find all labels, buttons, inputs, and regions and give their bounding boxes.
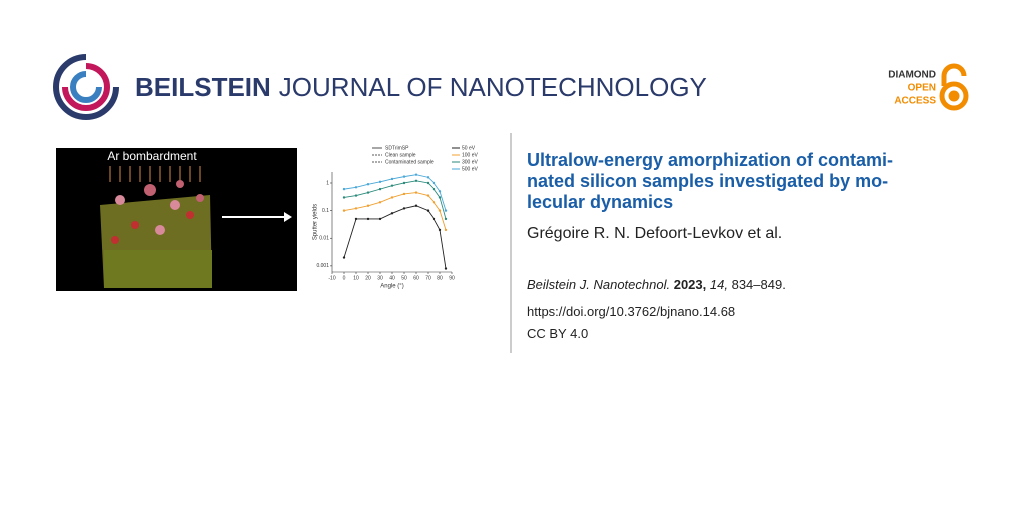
data-point (366, 217, 370, 221)
data-point (444, 217, 448, 221)
x-tick-label: 80 (437, 275, 443, 281)
data-point (390, 177, 394, 181)
data-point (426, 209, 430, 212)
badge-open: OPEN (908, 83, 936, 94)
data-point (432, 181, 436, 185)
citation-journal: Beilstein J. Nanotechnol. (527, 277, 671, 292)
x-tick-label: 70 (425, 275, 431, 281)
journal-logo (53, 54, 119, 120)
data-point (366, 183, 370, 186)
legend-style-label: SDTrimSP (385, 145, 409, 151)
y-axis-label: Sputter yields (313, 204, 319, 240)
legend-style-label: Clean sample (385, 152, 416, 158)
data-point (426, 194, 430, 197)
x-tick-label: 20 (365, 275, 371, 281)
x-axis-label: Angle (°) (380, 284, 403, 290)
article-title: Ultralow-energy amorphization of contami… (527, 150, 893, 213)
data-point (378, 187, 382, 191)
legend-label: 500 eV (462, 166, 479, 172)
journal-name: BEILSTEIN JOURNAL OF NANOTECHNOLOGY (135, 72, 707, 102)
badge-diamond: DIAMOND (888, 70, 936, 81)
x-tick-label: 0 (343, 275, 346, 281)
data-point (342, 256, 346, 259)
legend-label: 100 eV (462, 152, 479, 158)
badge-access: ACCESS (894, 96, 936, 107)
journal-bold: BEILSTEIN (135, 72, 271, 102)
title-line: Ultralow-energy amorphization of contami… (527, 150, 894, 170)
data-point (432, 217, 436, 221)
data-point (444, 209, 448, 212)
citation-pages: 834–849. (731, 277, 786, 292)
data-point (444, 267, 448, 270)
data-point (432, 187, 436, 191)
title-line: lecular dynamics (527, 192, 674, 212)
silicon-lattice (100, 180, 212, 288)
series-line (343, 205, 447, 269)
data-point (426, 181, 430, 185)
data-point (378, 180, 382, 184)
data-point (390, 196, 394, 199)
data-point (342, 209, 346, 212)
data-point (354, 207, 358, 210)
legend-label: 50 eV (462, 145, 476, 151)
data-point (378, 201, 382, 204)
x-tick-label: 60 (413, 275, 419, 281)
citation-year: 2023, (673, 277, 707, 292)
data-point (438, 190, 442, 193)
data-point (354, 217, 358, 221)
sputter-chart: 0.001 0.01 0.1 1 -10 0 10 20 30 40 50 60 70 80 90 Angle… (313, 145, 479, 289)
x-tick-label: 50 (401, 275, 407, 281)
x-tick-label: 10 (353, 275, 359, 281)
data-point (402, 192, 406, 196)
legend-style-label: Contaminated sample (385, 159, 434, 165)
data-point (402, 207, 406, 210)
data-point (390, 212, 394, 215)
data-point (426, 176, 430, 179)
data-point (432, 201, 436, 204)
data-point (390, 184, 394, 187)
ion-arrows (109, 166, 201, 182)
series-line (343, 174, 447, 211)
data-point (354, 194, 358, 197)
title-line: nated silicon samples investigated by mo… (527, 171, 889, 191)
y-tick-label: 0.1 (322, 208, 329, 214)
image-caption: Ar bombardment (107, 149, 197, 163)
series-line (343, 192, 447, 231)
data-point (438, 228, 442, 232)
data-point (438, 209, 442, 212)
x-tick-label: 40 (389, 275, 395, 281)
citation-volume: 14, (709, 277, 728, 292)
data-point (414, 179, 418, 183)
arrow-head (284, 212, 292, 222)
data-point (414, 191, 418, 194)
y-tick-label: 1 (326, 180, 329, 186)
doi: https://doi.org/10.3762/bjnano.14.68 (527, 304, 736, 319)
data-point (342, 196, 346, 199)
data-point (354, 186, 358, 189)
data-point (342, 187, 346, 191)
x-tick-label: 90 (449, 275, 455, 281)
y-tick-label: 0.001 (316, 263, 329, 269)
data-point (444, 228, 448, 232)
data-point (414, 204, 418, 207)
data-point (402, 175, 406, 178)
data-point (366, 191, 370, 194)
authors: Grégoire R. N. Defoort-Levkov et al. (527, 225, 783, 242)
y-tick-label: 0.01 (319, 236, 329, 242)
journal-rest: JOURNAL OF NANOTECHNOLOGY (279, 72, 707, 102)
x-tick-label: 30 (377, 275, 383, 281)
data-point (438, 196, 442, 199)
data-point (402, 181, 406, 185)
citation: Beilstein J. Nanotechnol. 2023, 14, 834–… (527, 277, 786, 292)
data-point (414, 173, 418, 176)
data-point (378, 217, 382, 221)
legend-label: 300 eV (462, 159, 479, 165)
license: CC BY 4.0 (527, 326, 589, 341)
data-point (366, 204, 370, 207)
x-tick-label: -10 (328, 275, 335, 281)
open-access-icon (939, 63, 969, 111)
